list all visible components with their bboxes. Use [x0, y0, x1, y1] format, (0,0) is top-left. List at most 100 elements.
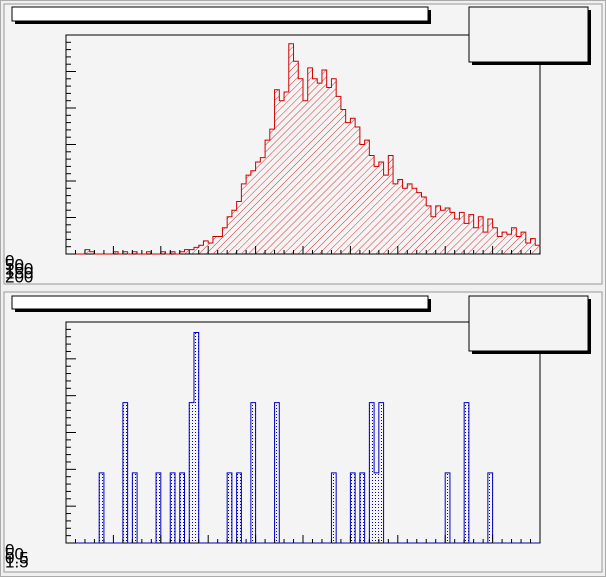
bar [284, 91, 289, 254]
bar [340, 109, 346, 255]
bar [274, 402, 280, 543]
axis-label: 0.5 [5, 548, 29, 567]
bar [393, 183, 398, 254]
bar [326, 87, 332, 254]
axis-label: 1.5 [5, 552, 29, 571]
bar [497, 236, 503, 254]
bar [468, 214, 474, 254]
bar [350, 472, 356, 543]
bar [449, 212, 455, 254]
bar [170, 251, 176, 254]
bar [521, 232, 526, 254]
bar [293, 61, 299, 254]
bar [274, 89, 280, 254]
bar [298, 78, 303, 254]
bar [193, 332, 199, 543]
bar [260, 157, 266, 254]
bar [530, 238, 536, 254]
bar [170, 472, 176, 543]
bar [369, 402, 375, 543]
bar [160, 251, 166, 254]
bar [445, 472, 450, 543]
bar [464, 223, 469, 254]
bar [483, 232, 488, 254]
bar [412, 188, 417, 254]
bar [231, 210, 237, 254]
bar [307, 67, 313, 254]
bar [445, 208, 450, 254]
bar [454, 218, 460, 254]
bar [250, 402, 256, 543]
bar [227, 472, 232, 543]
bar [288, 43, 294, 255]
bar [189, 402, 194, 543]
bar [506, 234, 512, 254]
bar [113, 251, 119, 254]
bar [217, 236, 223, 254]
bar [397, 179, 403, 254]
bar [189, 249, 194, 254]
bar [156, 472, 161, 543]
bar [279, 100, 285, 254]
bar [421, 197, 427, 254]
bar [122, 251, 128, 254]
bar [250, 170, 256, 254]
axis-label: 50 [5, 544, 24, 563]
plot-frame [65, 321, 541, 544]
bar [198, 245, 204, 254]
bar [430, 216, 436, 254]
outline [66, 332, 540, 544]
bar [345, 122, 351, 254]
bar [492, 227, 498, 254]
bar [241, 183, 247, 254]
bar [255, 162, 261, 254]
bar [525, 243, 531, 254]
axis-label: 0 [5, 251, 14, 270]
bar [473, 227, 479, 254]
bar [374, 472, 379, 543]
bar [464, 402, 469, 543]
bar [378, 402, 384, 543]
bar [336, 96, 341, 254]
bar [350, 118, 356, 254]
bar [132, 472, 138, 543]
bar [516, 236, 522, 254]
bar [331, 472, 337, 543]
axis-label: 0 [5, 540, 14, 559]
bar [374, 166, 379, 254]
bar [487, 218, 493, 254]
bar [222, 227, 228, 254]
bar [511, 227, 517, 254]
bar [146, 251, 152, 254]
bar [89, 251, 95, 254]
bar [331, 78, 337, 254]
bar [369, 155, 375, 254]
bar [440, 210, 446, 254]
bar [487, 472, 493, 543]
bar [402, 188, 408, 254]
title-box [11, 295, 429, 310]
bar [303, 100, 308, 254]
axis-label: 200 [5, 267, 33, 286]
axis-label: 150 [5, 263, 33, 282]
bar [426, 205, 431, 254]
bar [203, 240, 209, 254]
bar [99, 472, 104, 543]
title-box [11, 6, 429, 22]
bar [317, 83, 322, 255]
bar [122, 402, 128, 543]
bar [193, 247, 199, 254]
bar [84, 249, 90, 254]
bar [478, 216, 484, 254]
bar [321, 70, 327, 254]
bar [416, 192, 422, 254]
bar [208, 243, 213, 254]
bar [435, 205, 441, 254]
bar [502, 232, 507, 254]
axis-label: 50 [5, 255, 24, 274]
bar [132, 251, 138, 254]
bar [246, 175, 251, 254]
